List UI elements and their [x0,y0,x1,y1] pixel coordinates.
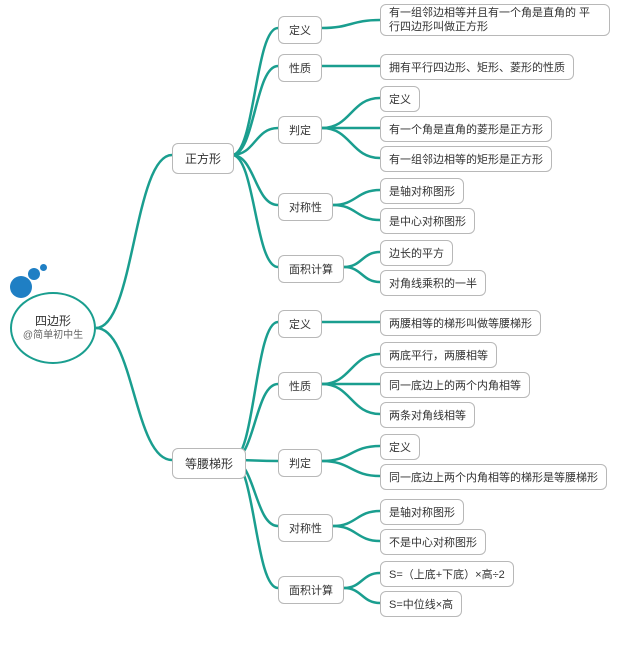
leaf-trap-sym-0: 是轴对称图形 [380,499,464,525]
leaf-square-def-0: 有一组邻边相等并且有一个角是直角的 平行四边形叫做正方形 [380,4,610,36]
l2-trap-judge: 判定 [278,449,322,477]
l2-square-def: 定义 [278,16,322,44]
leaf-trap-prop-1: 同一底边上的两个内角相等 [380,372,530,398]
leaf-trap-prop-0: 两底平行，两腰相等 [380,342,497,368]
l2-square-judge: 判定 [278,116,322,144]
decoration-circle-small [40,264,47,271]
leaf-square-judge-0: 定义 [380,86,420,112]
leaf-square-sym-0: 是轴对称图形 [380,178,464,204]
leaf-trap-judge-1: 同一底边上两个内角相等的梯形是等腰梯形 [380,464,607,490]
leaf-square-judge-1: 有一个角是直角的菱形是正方形 [380,116,552,142]
decoration-circle-medium [28,268,40,280]
l1-square: 正方形 [172,143,234,174]
leaf-trap-area-0: S=（上底+下底）×高÷2 [380,561,514,587]
l2-square-prop: 性质 [278,54,322,82]
l2-trap-area: 面积计算 [278,576,344,604]
leaf-trap-sym-1: 不是中心对称图形 [380,529,486,555]
decoration-circle-large [10,276,32,298]
root-title: 四边形 [35,313,71,330]
leaf-trap-judge-0: 定义 [380,434,420,460]
l2-trap-def: 定义 [278,310,322,338]
l2-square-sym: 对称性 [278,193,333,221]
leaf-square-prop-0: 拥有平行四边形、矩形、菱形的性质 [380,54,574,80]
l1-trap: 等腰梯形 [172,448,246,479]
l2-trap-sym: 对称性 [278,514,333,542]
leaf-trap-prop-2: 两条对角线相等 [380,402,475,428]
leaf-trap-area-1: S=中位线×高 [380,591,462,617]
leaf-square-judge-2: 有一组邻边相等的矩形是正方形 [380,146,552,172]
l2-square-area: 面积计算 [278,255,344,283]
l2-trap-prop: 性质 [278,372,322,400]
root-node: 四边形 @简单初中生 [10,292,96,364]
leaf-trap-def-0: 两腰相等的梯形叫做等腰梯形 [380,310,541,336]
leaf-square-area-0: 边长的平方 [380,240,453,266]
root-subtitle: @简单初中生 [23,329,83,343]
leaf-square-sym-1: 是中心对称图形 [380,208,475,234]
leaf-square-area-1: 对角线乘积的一半 [380,270,486,296]
